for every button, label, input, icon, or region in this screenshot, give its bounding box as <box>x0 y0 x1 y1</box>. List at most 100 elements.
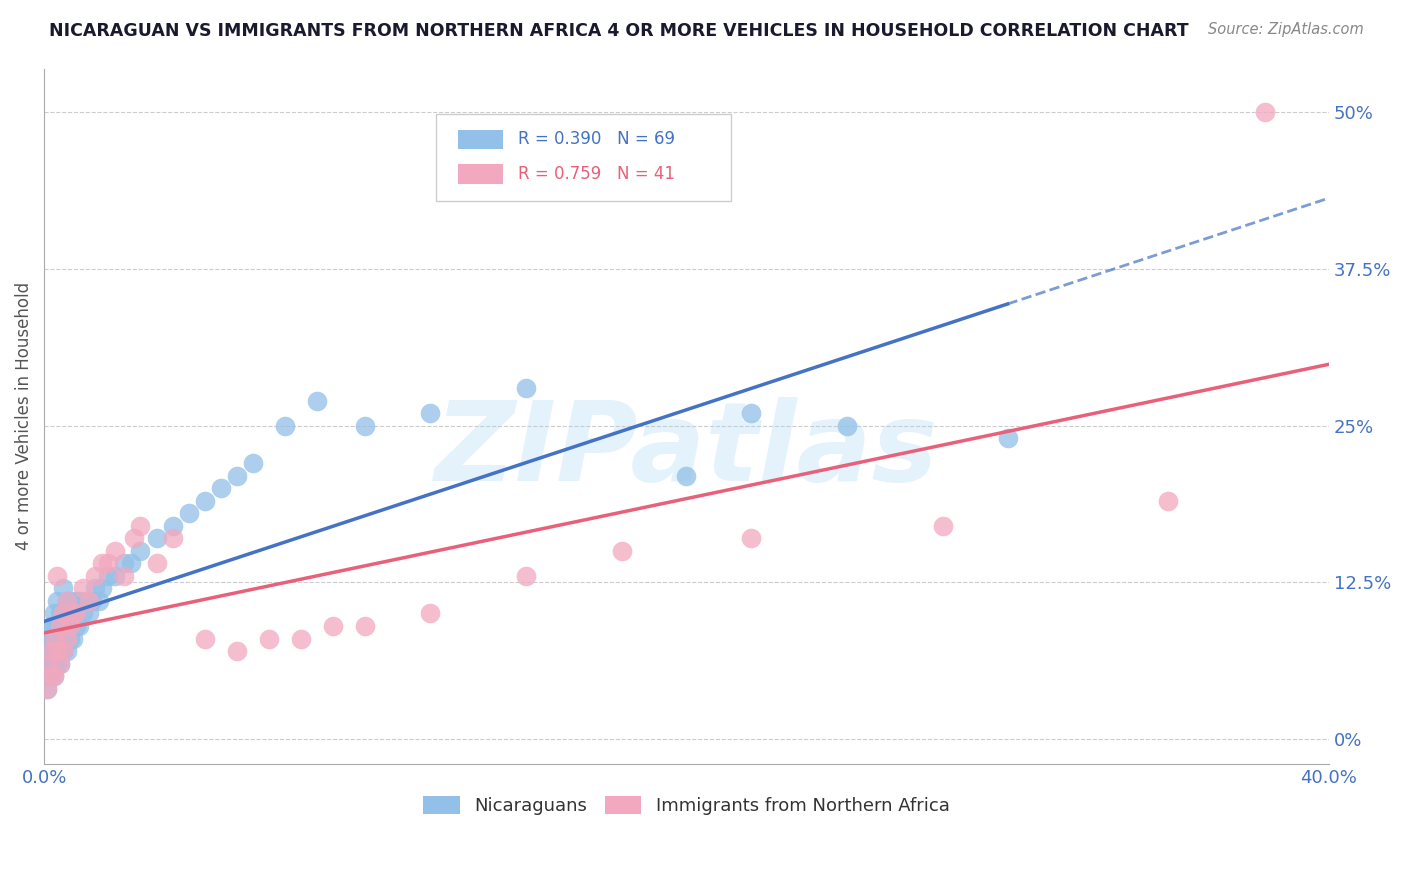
Point <box>72 607 94 621</box>
Point <box>42 657 65 671</box>
Point <box>1253 105 1275 120</box>
Point <box>145 557 167 571</box>
Point <box>55 619 77 633</box>
Point <box>52 607 75 621</box>
Point <box>997 431 1019 445</box>
Point <box>274 418 297 433</box>
Point <box>97 557 120 571</box>
Point <box>65 594 87 608</box>
Point <box>46 644 69 658</box>
Point <box>194 632 217 646</box>
Point <box>55 632 77 646</box>
Point <box>77 607 100 621</box>
Point <box>194 493 217 508</box>
Text: Source: ZipAtlas.com: Source: ZipAtlas.com <box>1208 22 1364 37</box>
Point <box>42 669 65 683</box>
Point <box>55 644 77 658</box>
Point <box>46 657 69 671</box>
Point <box>37 657 59 671</box>
Point <box>62 607 84 621</box>
Point <box>59 594 82 608</box>
Point <box>52 644 75 658</box>
Point <box>177 506 200 520</box>
Text: R = 0.390   N = 69: R = 0.390 N = 69 <box>519 130 675 148</box>
Point <box>52 644 75 658</box>
Point <box>257 632 280 646</box>
Point <box>112 557 135 571</box>
Point <box>37 632 59 646</box>
Point <box>82 594 104 608</box>
Point <box>84 582 107 596</box>
Point <box>59 619 82 633</box>
Point <box>46 569 69 583</box>
Point <box>932 518 955 533</box>
FancyBboxPatch shape <box>458 164 503 184</box>
Point <box>162 531 184 545</box>
Point <box>42 607 65 621</box>
Point <box>37 681 59 696</box>
Point <box>225 644 247 658</box>
Point <box>515 381 537 395</box>
Point <box>740 531 762 545</box>
Point <box>46 619 69 633</box>
Point <box>129 544 152 558</box>
Point <box>49 657 72 671</box>
Point <box>322 619 344 633</box>
Point <box>75 594 97 608</box>
Point <box>90 582 112 596</box>
Point <box>49 607 72 621</box>
Point <box>84 569 107 583</box>
Point <box>69 594 91 608</box>
Point <box>104 544 127 558</box>
Point <box>87 594 110 608</box>
Point <box>675 468 697 483</box>
Point <box>354 619 377 633</box>
Point <box>515 569 537 583</box>
Point <box>72 582 94 596</box>
Point <box>290 632 312 646</box>
Point <box>55 594 77 608</box>
Point <box>62 632 84 646</box>
Point <box>42 632 65 646</box>
Point <box>59 619 82 633</box>
Point <box>52 632 75 646</box>
Point <box>122 531 145 545</box>
Text: NICARAGUAN VS IMMIGRANTS FROM NORTHERN AFRICA 4 OR MORE VEHICLES IN HOUSEHOLD CO: NICARAGUAN VS IMMIGRANTS FROM NORTHERN A… <box>49 22 1189 40</box>
Point <box>1157 493 1180 508</box>
Point <box>46 594 69 608</box>
Point <box>42 619 65 633</box>
Text: ZIPatlas: ZIPatlas <box>434 398 938 505</box>
Point <box>62 607 84 621</box>
FancyBboxPatch shape <box>458 129 503 149</box>
Point <box>307 393 329 408</box>
Point <box>418 607 440 621</box>
Point <box>162 518 184 533</box>
Point <box>52 607 75 621</box>
Point <box>46 644 69 658</box>
Text: R = 0.759   N = 41: R = 0.759 N = 41 <box>519 165 675 183</box>
Y-axis label: 4 or more Vehicles in Household: 4 or more Vehicles in Household <box>15 282 32 550</box>
Point <box>418 406 440 420</box>
Point <box>120 557 142 571</box>
Point <box>49 644 72 658</box>
Legend: Nicaraguans, Immigrants from Northern Africa: Nicaraguans, Immigrants from Northern Af… <box>415 787 959 824</box>
Point <box>52 582 75 596</box>
Point <box>49 619 72 633</box>
Point <box>37 644 59 658</box>
Point <box>69 619 91 633</box>
Point <box>46 632 69 646</box>
Point <box>39 619 62 633</box>
FancyBboxPatch shape <box>436 113 731 201</box>
Point <box>112 569 135 583</box>
Point <box>37 681 59 696</box>
Point <box>49 619 72 633</box>
Point <box>835 418 858 433</box>
Point <box>37 669 59 683</box>
Point <box>39 632 62 646</box>
Point <box>740 406 762 420</box>
Point <box>39 644 62 658</box>
Point <box>39 657 62 671</box>
Point <box>37 657 59 671</box>
Point <box>39 669 62 683</box>
Point <box>39 644 62 658</box>
